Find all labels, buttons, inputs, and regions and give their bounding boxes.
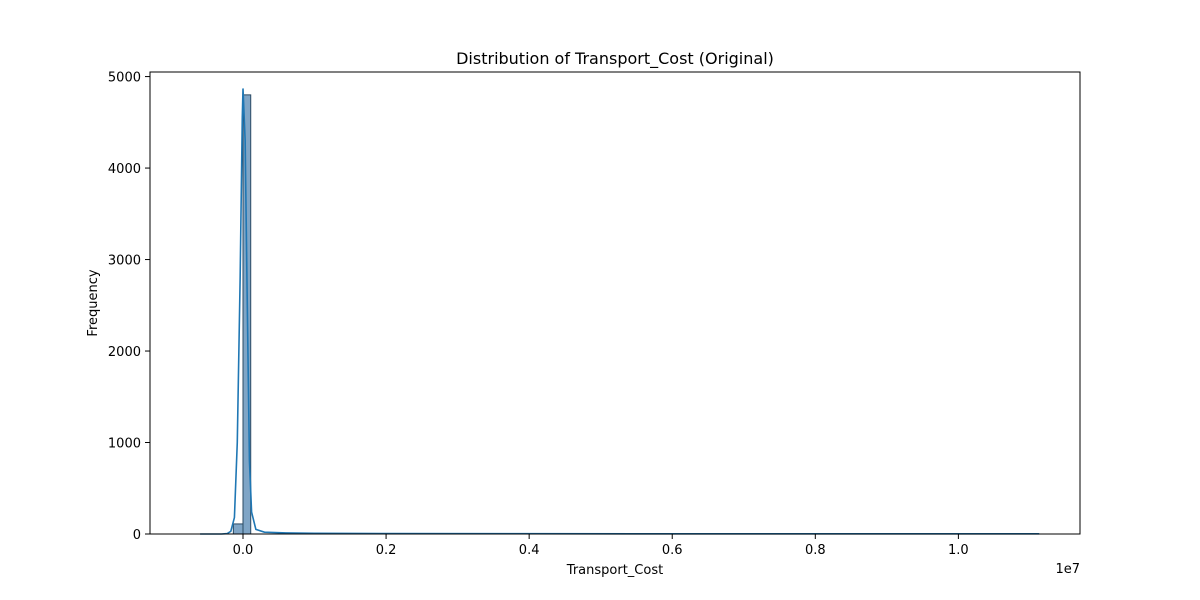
x-tick-label-2: 0.4: [519, 543, 540, 558]
y-axis-label: Frequency: [86, 269, 101, 336]
x-axis-offset-label: 1e7: [1055, 562, 1080, 577]
x-tick-label-4: 0.8: [805, 543, 826, 558]
y-tick-label-3: 3000: [108, 254, 141, 269]
y-tick-label-5: 5000: [108, 71, 141, 86]
chart-title: Distribution of Transport_Cost (Original…: [456, 49, 774, 69]
kde-line: [200, 88, 1040, 535]
y-tick-label-0: 0: [133, 528, 141, 543]
x-tick-label-1: 0.2: [376, 543, 397, 558]
histogram-bar-0: [232, 523, 244, 535]
y-tick-label-4: 4000: [108, 162, 141, 177]
x-tick-label-3: 0.6: [662, 543, 683, 558]
x-axis-ticks: 0.0 0.2 0.4 0.6 0.8 1.0: [233, 534, 969, 558]
plot-area-frame: [149, 71, 1081, 535]
y-tick-label-2: 2000: [108, 345, 141, 360]
kde-curve-layer: [200, 88, 1040, 535]
y-tick-label-1: 1000: [108, 437, 141, 452]
x-tick-label-0: 0.0: [233, 543, 254, 558]
y-axis-ticks: 0 1000 2000 3000 4000 5000: [108, 71, 150, 543]
x-axis-label: Transport_Cost: [566, 563, 663, 578]
x-tick-label-5: 1.0: [948, 543, 969, 558]
